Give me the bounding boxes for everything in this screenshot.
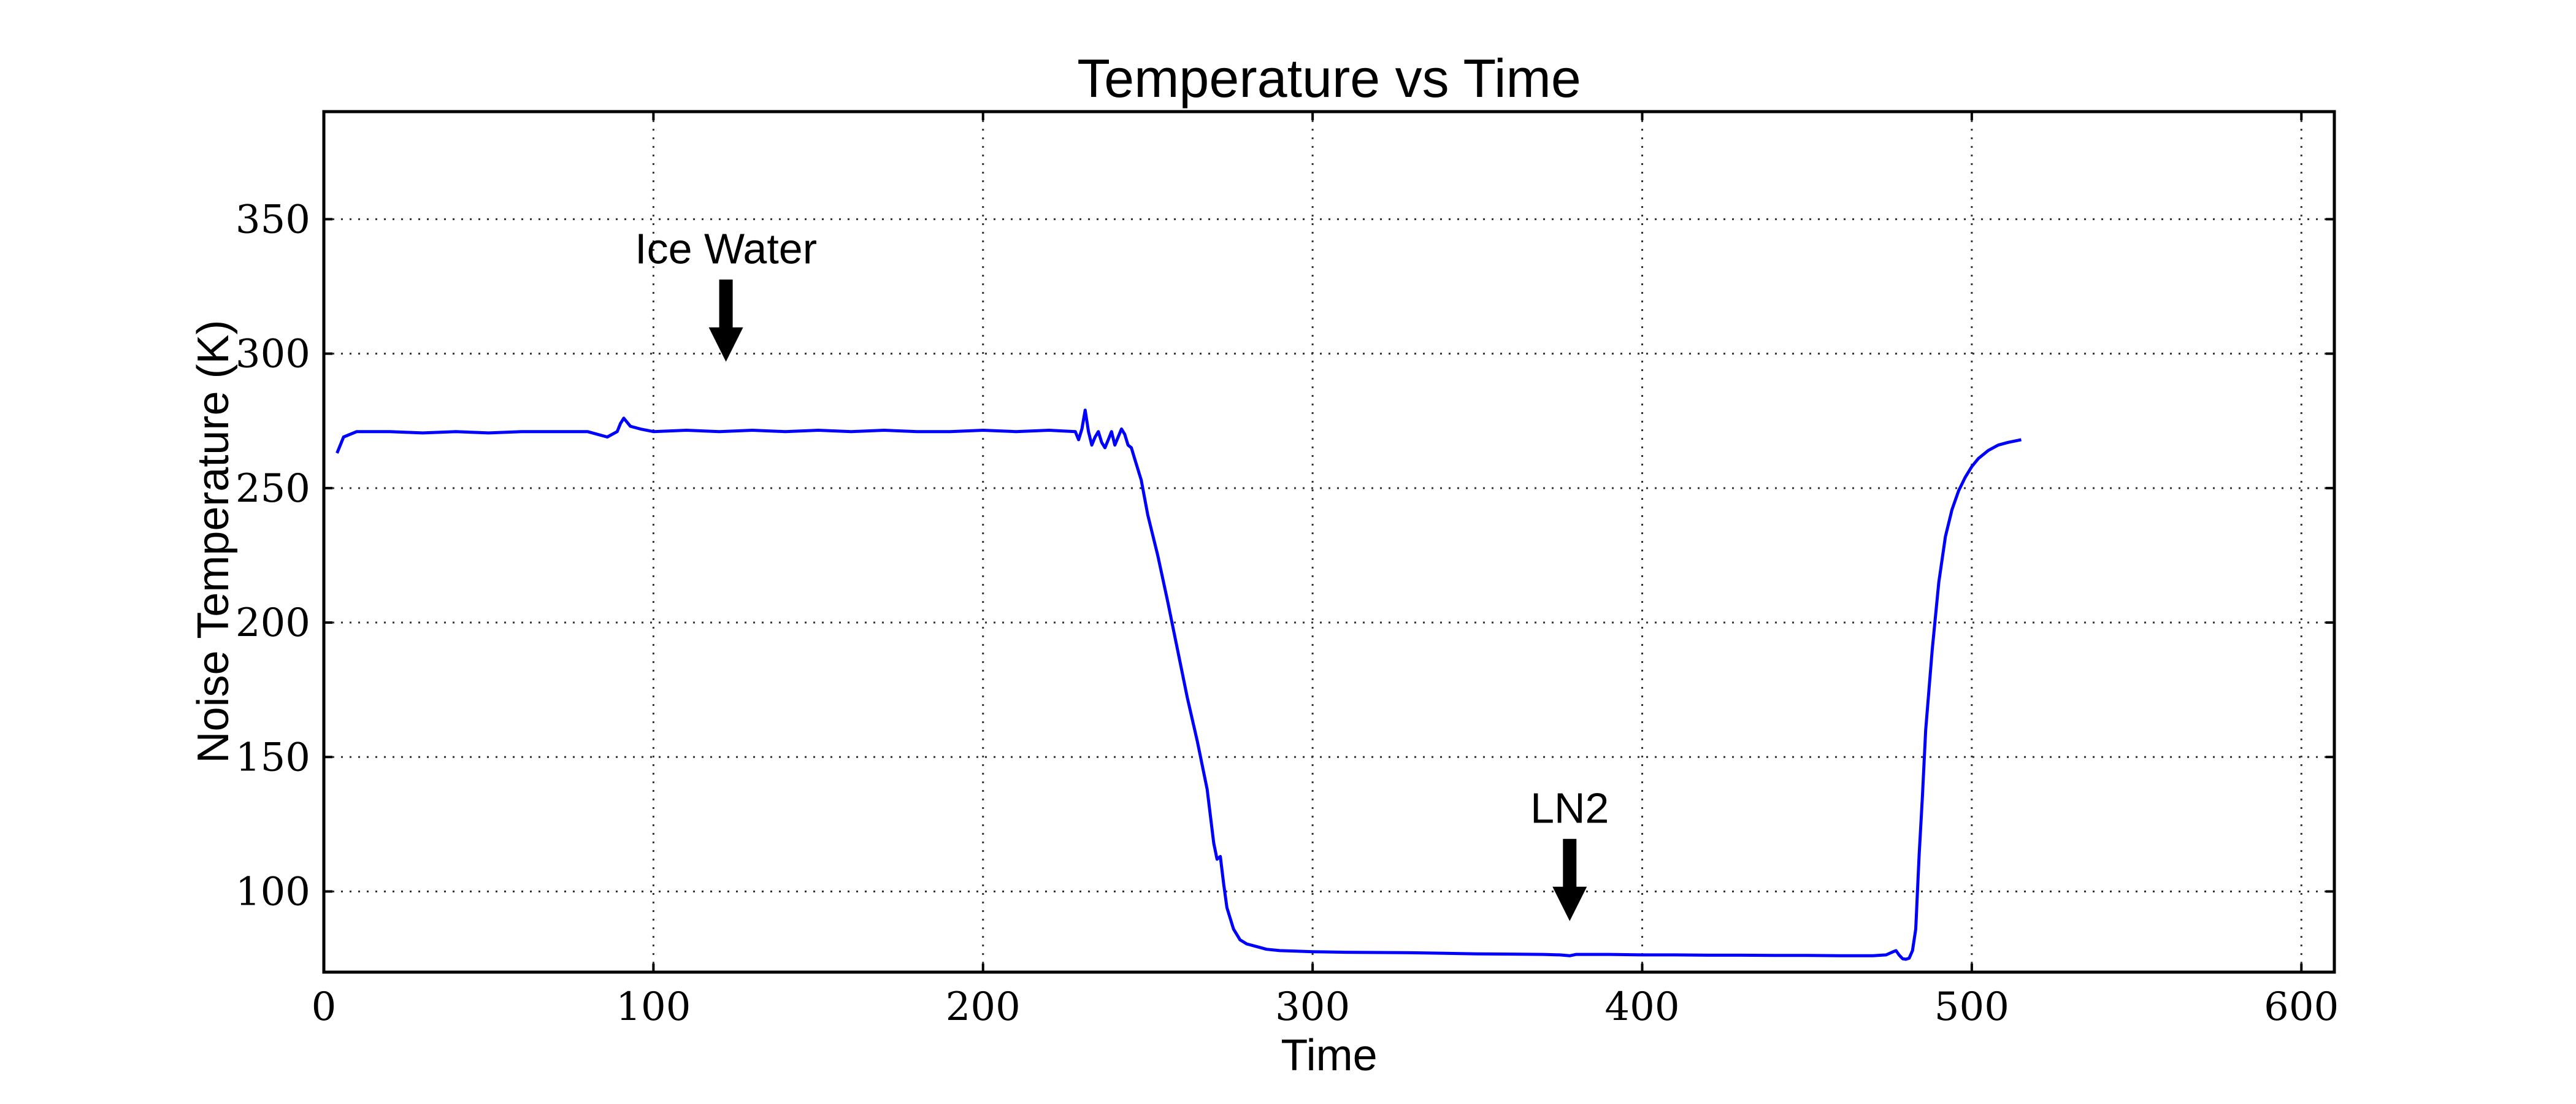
y-tick-label: 350	[236, 197, 310, 242]
y-tick-label: 300	[236, 332, 310, 377]
y-axis-label: Noise Temperature (K)	[189, 320, 238, 764]
x-tick-label: 400	[1604, 984, 1679, 1030]
axis-ticks: 0 100 200 300 400 500 600 100 150 200 250 300 350	[236, 112, 2339, 1030]
annotation-arrow: LN2	[1530, 784, 1609, 921]
annotations: Ice Water LN2	[635, 225, 1609, 921]
x-tick-label: 200	[946, 984, 1021, 1030]
x-tick-label: 300	[1275, 984, 1350, 1030]
y-tick-label: 100	[236, 869, 310, 914]
y-tick-label: 200	[236, 600, 310, 646]
x-tick-label: 0	[312, 984, 337, 1030]
x-tick-label: 500	[1934, 984, 2009, 1030]
annotation-label: LN2	[1530, 784, 1609, 832]
arrow-icon	[708, 279, 743, 362]
plot-frame	[322, 110, 2336, 974]
chart-title: Temperature vs Time	[1077, 48, 1581, 109]
x-tick-label: 600	[2264, 984, 2339, 1030]
y-tick-label: 250	[236, 466, 310, 512]
annotation-arrow: Ice Water	[635, 225, 817, 362]
y-tick-label: 150	[236, 735, 310, 780]
grid-lines	[324, 112, 2334, 972]
series-layer	[335, 408, 2022, 961]
x-tick-label: 100	[616, 984, 691, 1030]
arrow-icon	[1552, 838, 1587, 921]
series-line	[335, 408, 2022, 961]
annotation-label: Ice Water	[635, 225, 817, 273]
x-axis-label: Time	[1281, 1031, 1377, 1080]
